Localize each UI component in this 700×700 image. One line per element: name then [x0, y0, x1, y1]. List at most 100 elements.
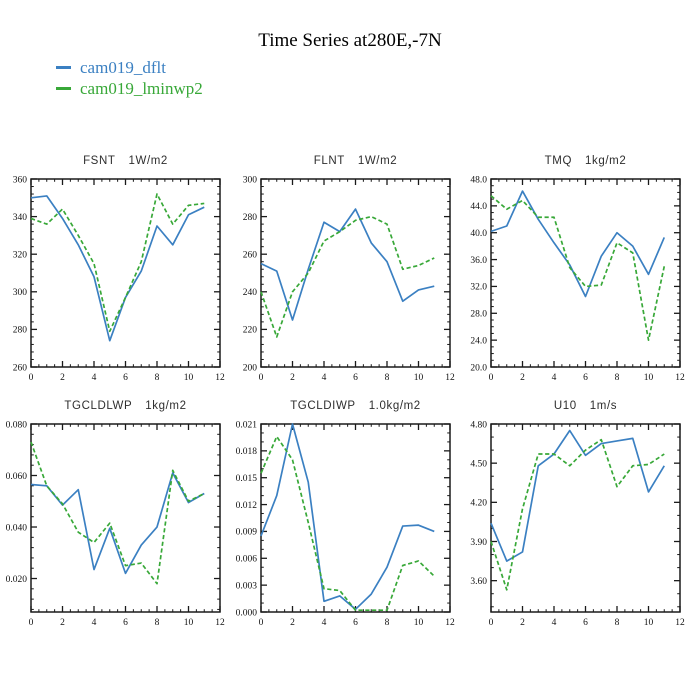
svg-text:260: 260 — [13, 363, 28, 373]
svg-text:3.90: 3.90 — [470, 538, 487, 548]
svg-text:48.0: 48.0 — [470, 175, 487, 185]
svg-text:10: 10 — [644, 618, 654, 628]
svg-text:4: 4 — [92, 618, 97, 628]
svg-text:6: 6 — [123, 373, 128, 383]
svg-text:36.0: 36.0 — [470, 256, 487, 266]
svg-text:12: 12 — [675, 618, 685, 628]
svg-text:40.0: 40.0 — [470, 229, 487, 239]
svg-text:6: 6 — [353, 618, 358, 628]
svg-text:4: 4 — [322, 618, 327, 628]
svg-text:0.009: 0.009 — [236, 528, 258, 538]
svg-text:12: 12 — [215, 618, 225, 628]
svg-text:8: 8 — [155, 618, 160, 628]
subplot-flnt: 0 2 4 6 8 10 12 200 220 240 260 280 300 FLNT 1W/m2 — [230, 147, 460, 392]
svg-text:0.080: 0.080 — [6, 420, 28, 430]
subplot-title: TGCLDLWP 1kg/m2 — [64, 400, 187, 412]
svg-text:28.0: 28.0 — [470, 310, 487, 320]
svg-text:280: 280 — [13, 326, 28, 336]
svg-text:0.018: 0.018 — [236, 447, 258, 457]
svg-text:0: 0 — [259, 373, 264, 383]
svg-text:0.003: 0.003 — [236, 581, 258, 591]
svg-text:0.060: 0.060 — [6, 472, 28, 482]
svg-text:200: 200 — [243, 363, 258, 373]
svg-text:4: 4 — [92, 373, 97, 383]
svg-text:0.015: 0.015 — [236, 474, 258, 484]
svg-text:8: 8 — [385, 373, 390, 383]
svg-text:8: 8 — [385, 618, 390, 628]
svg-text:2: 2 — [520, 373, 525, 383]
svg-text:360: 360 — [13, 175, 28, 185]
svg-text:0: 0 — [489, 618, 494, 628]
svg-text:260: 260 — [243, 251, 258, 261]
svg-text:20.0: 20.0 — [470, 363, 487, 373]
svg-text:6: 6 — [583, 373, 588, 383]
fsnt-chart-canvas: 0 2 4 6 8 10 12 260 280 300 320 340 360 — [13, 175, 225, 383]
svg-text:44.0: 44.0 — [470, 202, 487, 212]
legend-item-cam019-dflt: cam019_dflt — [56, 57, 203, 78]
subplot-tmq: 0 2 4 6 8 10 12 20.0 24.0 28.0 32.0 36.0 40.0 44.0 48.… — [460, 147, 690, 392]
svg-text:4.80: 4.80 — [470, 420, 487, 430]
svg-text:12: 12 — [445, 373, 455, 383]
tgcldiwp-chart-canvas: 0 2 4 6 8 10 12 0.000 0.003 0.006 0.009 0.012 0.015 0… — [236, 420, 455, 628]
tmq-chart-canvas: 0 2 4 6 8 10 12 20.0 24.0 28.0 32.0 36.0 40.0 44.0 48.… — [470, 175, 685, 383]
svg-text:32.0: 32.0 — [470, 283, 487, 293]
svg-text:4.50: 4.50 — [470, 459, 487, 469]
svg-text:0.000: 0.000 — [236, 608, 258, 618]
svg-text:10: 10 — [184, 373, 194, 383]
svg-text:10: 10 — [414, 373, 424, 383]
svg-text:0: 0 — [259, 618, 264, 628]
legend-label: cam019_lminwp2 — [80, 78, 203, 98]
svg-text:340: 340 — [13, 213, 28, 223]
svg-text:0: 0 — [29, 618, 34, 628]
svg-text:300: 300 — [243, 175, 258, 185]
svg-text:4: 4 — [552, 373, 557, 383]
svg-text:0: 0 — [489, 373, 494, 383]
svg-text:2: 2 — [290, 618, 295, 628]
svg-text:2: 2 — [60, 618, 65, 628]
svg-text:4: 4 — [552, 618, 557, 628]
svg-text:8: 8 — [615, 373, 620, 383]
svg-text:6: 6 — [353, 373, 358, 383]
subplot-title: TMQ 1kg/m2 — [544, 155, 627, 167]
flnt-chart-canvas: 0 2 4 6 8 10 12 200 220 240 260 280 300 — [243, 175, 455, 383]
svg-text:2: 2 — [60, 373, 65, 383]
subplot-tgcldiwp: 0 2 4 6 8 10 12 0.000 0.003 0.006 0.009 0.012 0.015 0… — [230, 392, 460, 637]
svg-text:10: 10 — [644, 373, 654, 383]
svg-text:0.040: 0.040 — [6, 523, 28, 533]
svg-text:4.20: 4.20 — [470, 499, 487, 509]
svg-text:6: 6 — [583, 618, 588, 628]
legend-label: cam019_dflt — [80, 57, 166, 77]
svg-text:0.006: 0.006 — [236, 555, 258, 565]
subplot-title: TGCLDIWP 1.0kg/m2 — [290, 400, 421, 412]
page-title: Time Series at280E,-7N — [258, 30, 442, 51]
svg-text:2: 2 — [520, 618, 525, 628]
legend-item-cam019-lminwp2: cam019_lminwp2 — [56, 78, 203, 99]
subplot-title: FLNT 1W/m2 — [313, 155, 398, 167]
subplot-fsnt: 0 2 4 6 8 10 12 260 280 300 320 340 360 FSNT 1W/m2 — [0, 147, 230, 392]
svg-text:6: 6 — [123, 618, 128, 628]
svg-text:0.012: 0.012 — [236, 501, 258, 511]
svg-text:24.0: 24.0 — [470, 336, 487, 346]
legend: cam019_dflt cam019_lminwp2 — [56, 57, 203, 99]
line-swatch-icon — [56, 87, 71, 90]
svg-text:10: 10 — [414, 618, 424, 628]
svg-text:320: 320 — [13, 251, 28, 261]
svg-text:10: 10 — [184, 618, 194, 628]
svg-text:4: 4 — [322, 373, 327, 383]
u10-chart-canvas: 0 2 4 6 8 10 12 3.60 3.90 4.20 4.50 4.80 — [470, 420, 685, 628]
svg-text:0.020: 0.020 — [6, 575, 28, 585]
subplot-title: U10 1m/s — [553, 400, 618, 412]
line-swatch-icon — [56, 66, 71, 69]
tgcldlwp-chart-canvas: 0 2 4 6 8 10 12 0.020 0.040 0.060 0.080 — [6, 420, 225, 628]
svg-text:3.60: 3.60 — [470, 577, 487, 587]
svg-text:280: 280 — [243, 213, 258, 223]
svg-text:12: 12 — [445, 618, 455, 628]
svg-text:220: 220 — [243, 326, 258, 336]
svg-text:2: 2 — [290, 373, 295, 383]
svg-text:300: 300 — [13, 288, 28, 298]
svg-text:12: 12 — [215, 373, 225, 383]
subplot-u10: 0 2 4 6 8 10 12 3.60 3.90 4.20 4.50 4.80 U10 1m/s — [460, 392, 690, 637]
svg-text:0: 0 — [29, 373, 34, 383]
svg-text:240: 240 — [243, 288, 258, 298]
subplot-title: FSNT 1W/m2 — [83, 155, 168, 167]
